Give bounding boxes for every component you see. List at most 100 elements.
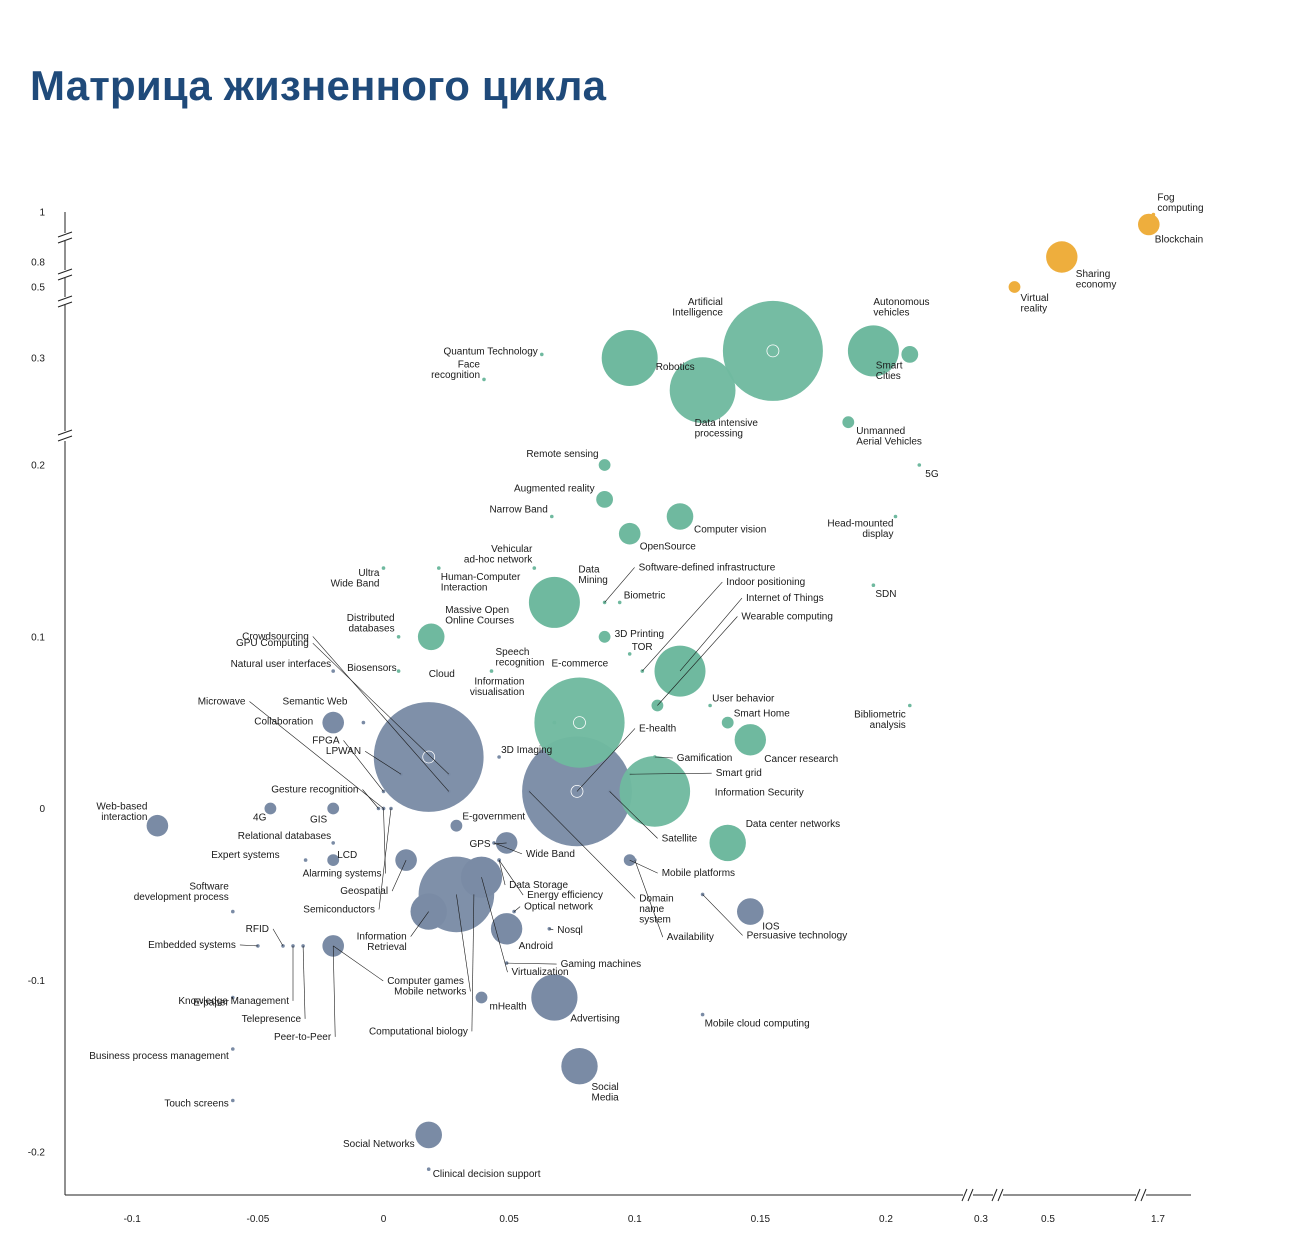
- label-microwave: Microwave: [198, 697, 246, 708]
- x-axis-break: [1134, 1188, 1141, 1202]
- label-gis: GIS: [310, 815, 328, 826]
- label-peer-to-peer: Peer-to-Peer: [274, 1032, 332, 1043]
- bubble-marker-artificial-intelligence: [766, 344, 780, 358]
- x-tick-label: 0.2: [879, 1214, 893, 1225]
- label-mhealth: mHealth: [490, 1002, 527, 1013]
- bubble-3d-imaging: [497, 755, 501, 759]
- x-axis-break: [967, 1188, 974, 1202]
- label-touch-screens: Touch screens: [164, 1099, 228, 1110]
- bubble-semantic-web: [361, 720, 366, 725]
- bubble-information-security: [619, 756, 691, 827]
- label-persuasive-technology: Persuasive technology: [747, 930, 848, 941]
- label-ultra-wide-band: Ultra Wide Band: [331, 568, 380, 590]
- label-semiconductors: Semiconductors: [303, 905, 375, 916]
- label-fpga: FPGA: [312, 735, 340, 746]
- label-computer-games: Computer games: [387, 976, 464, 987]
- label-augmented-reality: Augmented reality: [514, 483, 595, 494]
- y-tick-label: 0: [39, 804, 45, 815]
- label-virtualization: Virtualization: [512, 967, 569, 978]
- label-mobile-platforms: Mobile platforms: [662, 868, 735, 879]
- label-4g: 4G: [253, 813, 267, 824]
- bubble-data-center-networks: [709, 824, 746, 862]
- bubble-distributed-databases: [396, 635, 401, 639]
- label-availability: Availability: [667, 932, 714, 943]
- leader-virtualization: [481, 877, 508, 973]
- label-mobile-cloud-computing: Mobile cloud computing: [705, 1019, 810, 1030]
- x-tick-label: -0.05: [247, 1214, 270, 1225]
- bubble-smart-home: [721, 716, 734, 729]
- label-cloud: Cloud: [429, 669, 455, 680]
- label-software-defined-infrastructure: Software-defined infrastructure: [639, 562, 776, 573]
- label-lcd: LCD: [337, 850, 357, 861]
- x-tick-label: -0.1: [124, 1214, 142, 1225]
- label-relational-databases: Relational databases: [238, 831, 331, 842]
- y-axis-break: [57, 429, 73, 436]
- y-axis-break: [57, 435, 73, 442]
- y-tick-label: 0.8: [31, 258, 45, 269]
- y-tick-label: 0.5: [31, 283, 45, 294]
- bubble-ios: [737, 898, 764, 925]
- label-software-development-process: Software development process: [134, 882, 229, 904]
- bubble-vehicular-ad-hoc-network: [532, 566, 537, 570]
- leader-satellite: [609, 791, 658, 839]
- bubble-cloud: [373, 702, 484, 812]
- leader-software-defined-infrastructure: [604, 567, 635, 603]
- label-information-retrieval: Information Retrieval: [357, 932, 407, 954]
- label-narrow-band: Narrow Band: [489, 505, 547, 516]
- y-tick-label: -0.1: [28, 976, 46, 987]
- label-advertising: Advertising: [570, 1014, 619, 1025]
- label-e-health: E-health: [639, 723, 676, 734]
- label-geospatial: Geospatial: [340, 886, 388, 897]
- label-expert-systems: Expert systems: [211, 850, 279, 861]
- label-satellite: Satellite: [662, 833, 698, 844]
- bubble-5g: [917, 463, 922, 467]
- label-android: Android: [519, 941, 553, 952]
- label-optical-network: Optical network: [524, 902, 594, 913]
- leader-rfid: [272, 928, 284, 947]
- x-axis-gap: [963, 1188, 973, 1202]
- label-data-mining: Data Mining: [578, 564, 607, 586]
- bubble-lcd: [327, 854, 340, 866]
- leader-peer-to-peer: [332, 945, 336, 1037]
- bubble-advertising: [531, 974, 578, 1021]
- bubble-marker-cloud: [422, 750, 436, 764]
- label-computational-biology: Computational biology: [369, 1026, 468, 1037]
- leader-gamification: [654, 756, 673, 759]
- bubble-e-commerce: [534, 677, 625, 768]
- bubble-computational-biology: [472, 892, 476, 897]
- x-axis-break: [997, 1188, 1004, 1202]
- label-blockchain: Blockchain: [1155, 235, 1203, 246]
- bubble-autonomous-vehicles: [847, 325, 899, 377]
- label-data-center-networks: Data center networks: [746, 819, 841, 830]
- bubble-artificial-intelligence: [722, 300, 823, 401]
- label-cancer-research: Cancer research: [764, 754, 838, 765]
- label-artificial-intelligence: Artificial Intelligence: [672, 297, 723, 319]
- label-3d-printing: 3D Printing: [615, 629, 664, 640]
- leader-mobile-platforms: [629, 859, 658, 874]
- label-3d-imaging: 3D Imaging: [501, 745, 552, 756]
- bubble-software-development-process: [231, 909, 235, 914]
- label-domain-name-system: Domain name system: [639, 893, 673, 925]
- leader-wearable-computing: [657, 616, 738, 706]
- label-speech-recognition: Speech recognition: [496, 647, 545, 669]
- label-smart-grid: Smart grid: [716, 768, 762, 779]
- label-alarming-systems: Alarming systems: [303, 869, 382, 880]
- bubble-3d-printing: [598, 630, 611, 643]
- bubble-bibliometric-analysis: [908, 703, 912, 708]
- bubble-social-networks: [415, 1121, 443, 1149]
- leader-mobile-networks: [456, 894, 471, 992]
- label-mobile-networks: Mobile networks: [394, 986, 466, 997]
- label-remote-sensing: Remote sensing: [526, 449, 598, 460]
- page-title: Матрица жизненного цикла: [30, 62, 607, 109]
- bubble-remote-sensing: [598, 459, 611, 471]
- y-tick-label: 0.3: [31, 354, 45, 365]
- bubble-mobile-platforms: [623, 854, 636, 866]
- x-axis-break: [991, 1188, 998, 1202]
- label-biometric: Biometric: [624, 590, 666, 601]
- label-internet-of-things: Internet of Things: [746, 593, 824, 604]
- leader-computer-games: [333, 945, 384, 982]
- label-sdn: SDN: [875, 589, 896, 600]
- bubble-speech-recognition: [489, 669, 494, 673]
- leader-nosql: [549, 928, 554, 931]
- label-data-storage: Data Storage: [509, 880, 568, 891]
